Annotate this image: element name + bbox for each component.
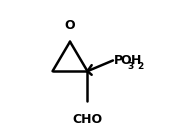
- Text: P: P: [114, 54, 123, 67]
- Text: O: O: [65, 19, 75, 32]
- Text: 2: 2: [138, 62, 144, 71]
- Text: O: O: [121, 54, 131, 67]
- Text: H: H: [131, 54, 141, 67]
- Text: 3: 3: [128, 62, 134, 71]
- Text: CHO: CHO: [72, 113, 103, 126]
